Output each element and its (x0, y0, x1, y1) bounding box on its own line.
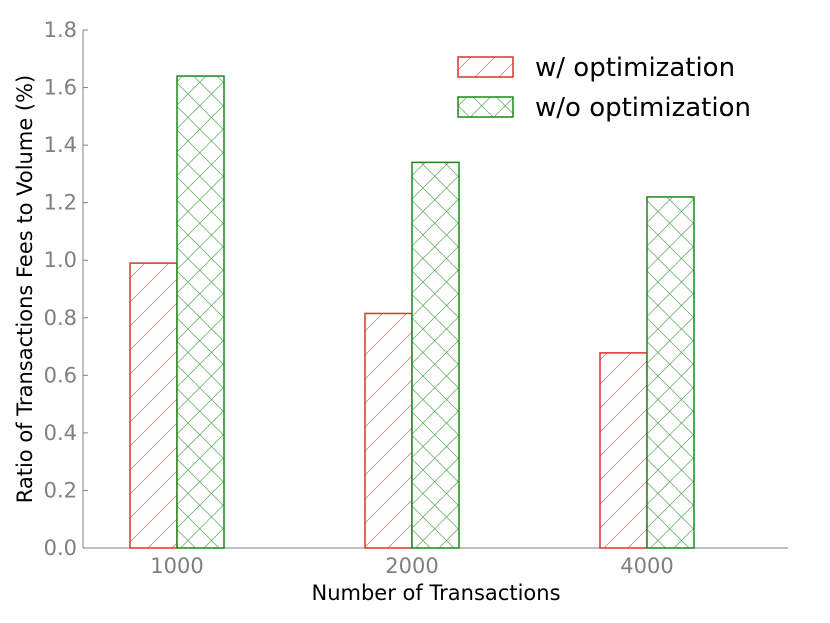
bar-without-optimization-2000 (411, 161, 460, 549)
y-tick-label: 0.8 (44, 306, 77, 330)
legend-label-with-optimization: w/ optimization (535, 53, 735, 83)
x-tick-label: 2000 (385, 554, 438, 578)
x-axis-title: Number of Transactions (311, 581, 560, 605)
y-tick-label: 0.4 (44, 421, 77, 445)
y-tick-label: 1.0 (44, 248, 77, 272)
y-tick-label: 1.8 (44, 18, 77, 42)
y-tick-label: 0.6 (44, 363, 77, 387)
plot-area: 0.0 0.2 0.4 0.6 0.8 1.0 1.2 1.4 1.6 1.8 1000 2000 4… (44, 18, 788, 578)
legend-swatch-without-optimization (457, 96, 514, 118)
y-tick-label: 0.0 (44, 536, 77, 560)
legend: w/ optimization w/o optimization (457, 53, 751, 123)
y-tick-label: 1.4 (44, 133, 77, 157)
bar-without-optimization-4000 (646, 196, 695, 549)
bar-with-optimization-2000 (364, 312, 413, 549)
bar-with-optimization-1000 (129, 262, 178, 549)
y-axis-title: Ratio of Transactions Fees to Volume (%) (13, 75, 37, 504)
x-ticks: 1000 2000 4000 (150, 543, 674, 578)
x-tick-label: 4000 (620, 554, 673, 578)
y-tick-label: 1.2 (44, 191, 77, 215)
bar-with-optimization-4000 (599, 352, 648, 549)
y-tick-label: 0.2 (44, 478, 77, 502)
x-tick-label: 1000 (150, 554, 203, 578)
bars (129, 75, 695, 549)
legend-label-without-optimization: w/o optimization (535, 93, 751, 123)
y-ticks: 0.0 0.2 0.4 0.6 0.8 1.0 1.2 1.4 1.6 1.8 (44, 18, 88, 560)
bar-without-optimization-1000 (176, 75, 225, 549)
legend-swatch-with-optimization (457, 56, 514, 78)
y-tick-label: 1.6 (44, 76, 77, 100)
